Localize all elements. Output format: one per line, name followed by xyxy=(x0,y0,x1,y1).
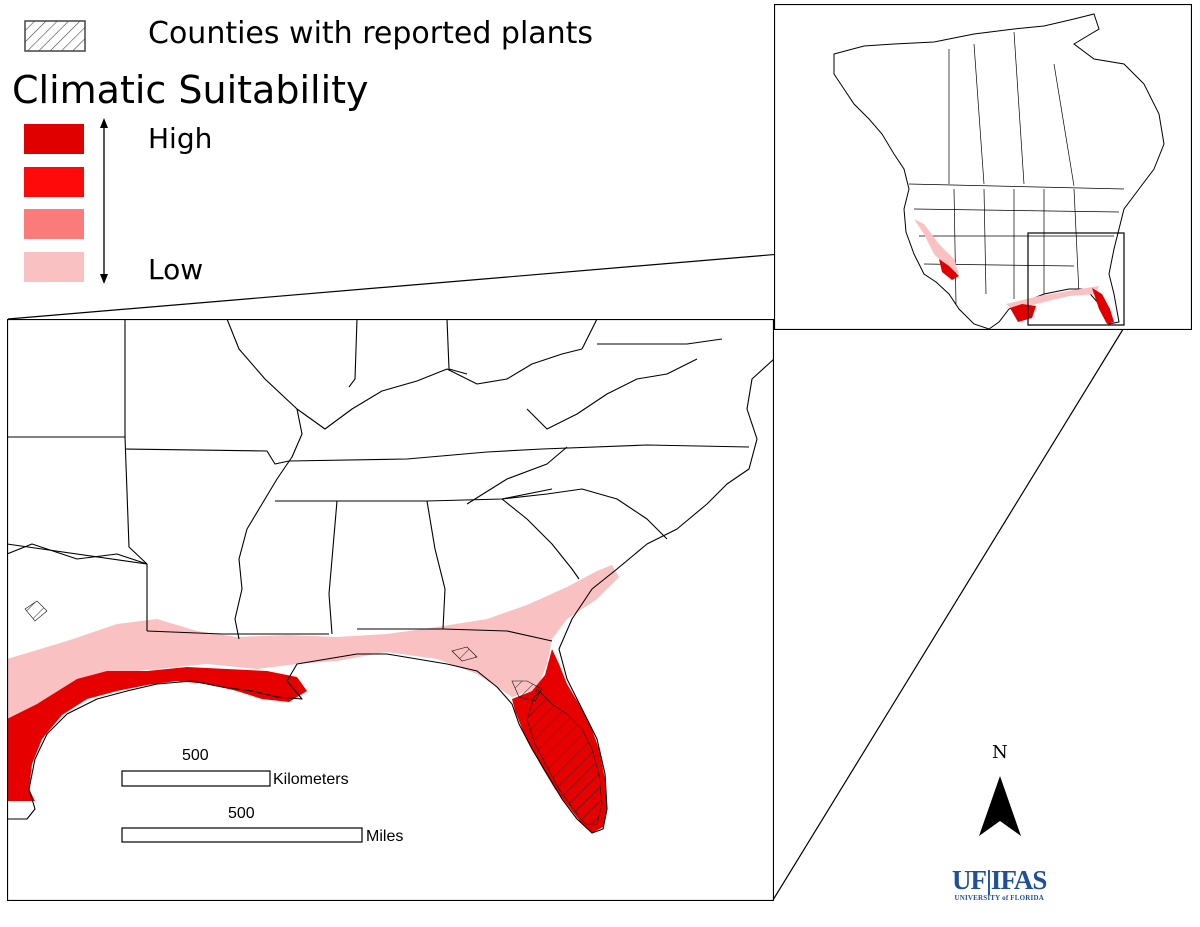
north-letter: N xyxy=(992,742,1008,763)
main-map-frame xyxy=(7,319,774,901)
double-arrow-icon xyxy=(100,118,108,284)
scale-mi-value: 500 xyxy=(228,805,255,822)
scale-bar-km xyxy=(121,770,271,787)
swatch-class-2 xyxy=(24,209,84,239)
hatched-counties-florida xyxy=(526,688,603,825)
hatch-swatch-icon xyxy=(24,20,86,52)
north-arrow-icon xyxy=(979,776,1021,836)
suitability-high-gulf xyxy=(7,667,307,801)
hatched-counties-north-fl xyxy=(511,680,543,702)
inset-map-frame xyxy=(774,4,1192,330)
inset-extent-box xyxy=(1027,232,1125,326)
scale-km-value: 500 xyxy=(182,747,209,764)
inset-map xyxy=(774,4,1192,330)
inset-suitability-low xyxy=(914,219,959,274)
logo-sub-text: UNIVERSITY of FLORIDA xyxy=(954,894,1044,902)
swatch-class-4 xyxy=(24,124,84,154)
coastline xyxy=(7,358,774,834)
state-borders xyxy=(7,319,750,642)
suitability-low-region xyxy=(7,565,619,724)
scale-bar-mi xyxy=(121,827,363,843)
inset-suitability-high-florida xyxy=(1092,288,1114,324)
scale-mi-unit: Miles xyxy=(366,828,404,845)
legend-low-label: Low xyxy=(148,253,204,286)
inset-suitability-low-gulf xyxy=(1006,286,1099,310)
legend-high-label: High xyxy=(148,122,213,155)
hatched-county-texas xyxy=(24,600,48,622)
logo-main-text: UF|IFAS xyxy=(952,865,1047,895)
scale-km-unit: Kilometers xyxy=(273,771,349,788)
scale-bars xyxy=(121,770,363,843)
inset-suitability-high-gulf xyxy=(1010,304,1036,322)
legend: Counties with reported plants Climatic S… xyxy=(0,0,600,300)
legend-title: Climatic Suitability xyxy=(12,68,369,112)
swatch-class-1 xyxy=(24,252,84,282)
main-map xyxy=(7,319,774,901)
swatch-class-3 xyxy=(24,167,84,197)
uf-ifas-logo: UF|IFAS UNIVERSITY of FLORIDA xyxy=(952,865,1047,902)
inset-suitability-high-mexico xyxy=(939,259,959,280)
hatched-counties-panhandle xyxy=(451,646,478,662)
hatch-legend-label: Counties with reported plants xyxy=(148,16,594,51)
